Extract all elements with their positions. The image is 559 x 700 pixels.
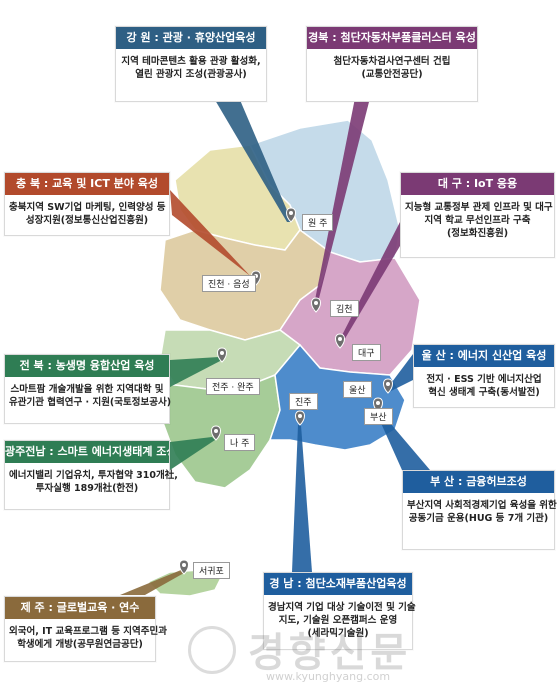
city-label-jinju: 진주 [289,393,318,410]
callout-ulsan-line: 혁신 생태계 구축(동서발전) [428,387,540,398]
callout-gyeongbuk-body: 첨단자동차검사연구센터 건립 (교통안전공단) [307,49,477,87]
callout-gyeongbuk: 경북 : 첨단자동차부품클러스터 육성 첨단자동차검사연구센터 건립 (교통안전… [306,26,478,102]
callout-busan-body: 부산지역 사회적경제기업 육성을 위한 공동기금 운용(HUG 등 7개 기관) [403,493,557,531]
callout-daegu-line: (정보화진흥원) [446,228,509,239]
callout-jeju-body: 외국어, IT 교육프로그램 등 지역주민과 학생에게 개방(공무원연금공단) [5,619,167,657]
callout-jeonbuk-line: 스마트팜 개술개발을 위한 지역대학 및 [10,384,164,395]
connector-busan [376,410,430,470]
callout-ulsan: 울 산 : 에너지 신산업 육성 전지 · ESS 기반 에너지산업 혁신 생태… [413,344,555,408]
callout-gyeongnam-line: 경남지역 기업 대상 기술이전 및 기술 [268,602,416,613]
callout-gyeongbuk-line: 첨단자동차검사연구센터 건립 [333,56,451,67]
callout-gangwon: 강 원 : 관광 · 휴양산업육성 지역 테마콘텐츠 활용 관광 활성화, 열린… [115,26,267,102]
callout-gwangju-line: 투자실행 189개社(한전) [35,483,139,494]
callout-jeju-line: 외국어, IT 교육프로그램 등 지역주민과 [9,626,167,637]
callout-jeonbuk-body: 스마트팜 개술개발을 위한 지역대학 및 유관기관 협력연구 · 지원(국토정보… [5,377,172,415]
location-pin-dot [182,563,186,567]
connector-gyeongnam [292,425,312,572]
callout-jeju: 제 주 : 글로벌교육 · 연수 외국어, IT 교육프로그램 등 지역주민과 … [4,596,167,662]
callout-gwangju-body: 에너지밸리 기업유치, 투자협약 310개社, 투자실행 189개社(한전) [5,463,178,501]
city-label-jincheon: 진천 · 음성 [202,275,256,292]
callout-gyeongbuk-title: 경북 : 첨단자동차부품클러스터 육성 [307,27,477,49]
city-label-ulsan: 울산 [343,381,372,398]
city-label-naju: 나 주 [224,434,256,451]
city-label-daegu: 대구 [352,344,381,361]
location-pin-dot [314,301,318,305]
callout-gyeongnam-line: 지도, 기술원 오픈캠퍼스 운영 [278,615,398,626]
connector-gyeongbuk [313,98,370,310]
callout-gwangju-line: 에너지밸리 기업유치, 투자협약 310개社, [9,470,178,481]
callout-daegu-line: 지능형 교통정부 관제 인프라 및 대구 [405,202,553,213]
callout-chungbuk-body: 충북지역 SW기업 마케팅, 인력양성 등 성장지원(정보통신산업진흥원) [5,195,169,233]
location-pin-dot [220,351,224,355]
callout-jeonbuk-title: 전 북 : 농생명 융합산업 육성 [5,355,169,377]
callout-jeju-line: 학생에게 개방(공무원연금공단) [17,639,143,650]
connector-gangwon [215,100,292,222]
callout-busan: 부 산 : 금융허브조성 부산지역 사회적경제기업 육성을 위한 공동기금 운용… [402,470,557,550]
location-pin-dot [298,414,302,418]
callout-gyeongnam-title: 경 남 : 첨단소재부품산업육성 [264,573,412,595]
connector-gwangju [170,437,215,470]
callout-gyeongbuk-line: (교통안전공단) [361,69,423,80]
callout-chungbuk: 충 북 : 교육 및 ICT 분야 육성 충북지역 SW기업 마케팅, 인력양성… [4,172,170,236]
callout-gangwon-title: 강 원 : 관광 · 휴양산업육성 [116,27,266,49]
callout-gyeongnam-line: (세라믹기술원) [307,628,369,639]
location-pin-dot [376,401,380,405]
connector-jeonbuk [170,357,222,387]
callout-busan-title: 부 산 : 금융허브조성 [403,471,554,493]
callout-gangwon-line: 지역 테마콘텐츠 활용 관광 활성화, [121,56,261,67]
callout-gyeongnam-body: 경남지역 기업 대상 기술이전 및 기술 지도, 기술원 오픈캠퍼스 운영 (세… [264,595,416,646]
callout-daegu-line: 지역 학교 무선인프라 구축 [424,215,531,226]
callout-daegu-body: 지능형 교통정부 관제 인프라 및 대구 지역 학교 무선인프라 구축 (정보화… [401,195,554,246]
callout-daegu-title: 대 구 : IoT 응용 [401,173,554,195]
location-pin-dot [386,382,390,386]
callout-gwangju: 광주전남 : 스마트 에너지생태계 조성 에너지밸리 기업유치, 투자협약 31… [4,440,178,510]
callout-gyeongnam: 경 남 : 첨단소재부품산업육성 경남지역 기업 대상 기술이전 및 기술 지도… [263,572,416,650]
callout-ulsan-line: 전지 · ESS 기반 에너지산업 [426,374,542,385]
callout-jeonbuk-line: 유관기관 협력연구 · 지원(국토정보공사) [9,397,172,408]
callout-gangwon-line: 열린 관광지 조성(관광공사) [135,69,247,80]
callout-busan-line: 공동기금 운용(HUG 등 7개 기관) [408,513,549,524]
callout-busan-line: 부산지역 사회적경제기업 육성을 위한 [407,500,557,511]
callout-gwangju-title: 광주전남 : 스마트 에너지생태계 조성 [5,441,169,463]
city-label-gimcheon: 김천 [330,300,359,317]
callout-jeju-title: 제 주 : 글로벌교육 · 연수 [5,597,155,619]
callout-chungbuk-line: 성장지원(정보통신산업진흥원) [25,215,149,226]
city-label-jeonju: 전주 · 완주 [206,378,260,395]
callout-ulsan-body: 전지 · ESS 기반 에너지산업 혁신 생태계 구축(동서발전) [414,367,554,405]
callout-chungbuk-title: 충 북 : 교육 및 ICT 분야 육성 [5,173,169,195]
location-pin-dot [338,337,342,341]
callout-chungbuk-line: 충북지역 SW기업 마케팅, 인력양성 등 [9,202,166,213]
callout-ulsan-title: 울 산 : 에너지 신산업 육성 [414,345,554,367]
city-label-wonju: 원 주 [302,214,334,231]
callout-jeonbuk: 전 북 : 농생명 융합산업 육성 스마트팜 개술개발을 위한 지역대학 및 유… [4,354,172,424]
callout-gangwon-body: 지역 테마콘텐츠 활용 관광 활성화, 열린 관광지 조성(관광공사) [116,49,266,87]
connector-jeju [120,570,184,595]
location-pin-dot [214,429,218,433]
location-pin-dot [289,211,293,215]
city-label-busan: 부산 [364,408,393,425]
callout-daegu: 대 구 : IoT 응용 지능형 교통정부 관제 인프라 및 대구 지역 학교 … [400,172,555,258]
city-label-seogwipo: 서귀포 [193,562,230,579]
